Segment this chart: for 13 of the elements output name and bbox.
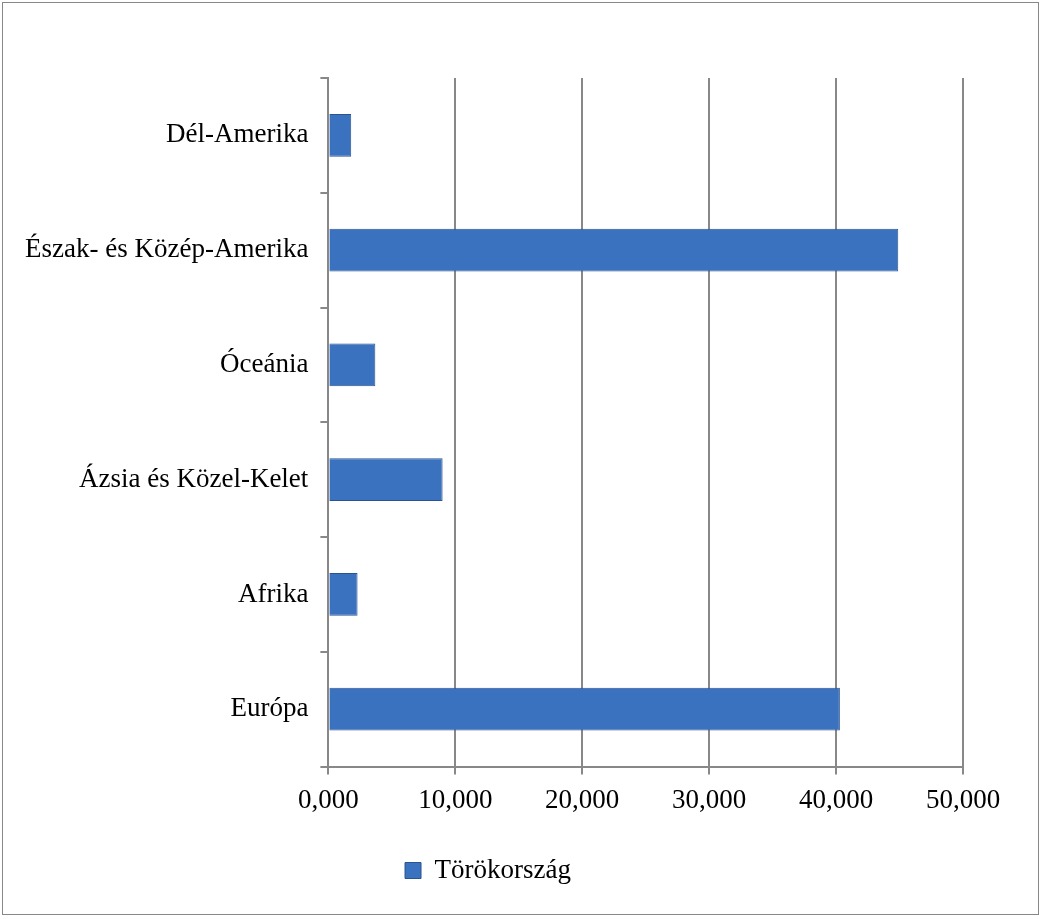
y-tick-label: Észak- és Közép-Amerika bbox=[24, 233, 309, 264]
y-tick-label: Európa bbox=[230, 692, 309, 723]
legend-label: Törökország bbox=[434, 853, 571, 884]
x-tick-label: 20,000 bbox=[545, 783, 620, 814]
x-tick-label: 40,000 bbox=[798, 783, 874, 814]
y-tick-label: Óceánia bbox=[219, 348, 309, 379]
x-tick-label: 50,000 bbox=[925, 783, 1001, 814]
y-tick-label: Ázsia és Közel-Kelet bbox=[78, 462, 309, 493]
y-tick-label: Afrika bbox=[237, 577, 309, 608]
x-tick-label: 30,000 bbox=[672, 783, 747, 814]
x-tick-label: 10,000 bbox=[418, 783, 493, 814]
x-tick-label: 0,000 bbox=[297, 783, 359, 814]
y-tick-label: Dél-Amerika bbox=[165, 118, 309, 149]
